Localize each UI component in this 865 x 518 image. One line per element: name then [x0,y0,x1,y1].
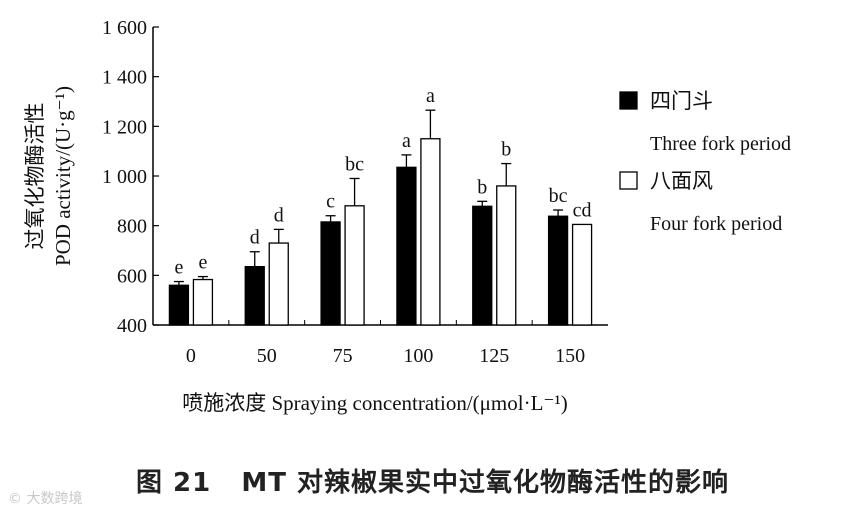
significance-label: bc [345,153,364,175]
significance-label: e [174,257,183,279]
significance-label: a [402,130,411,152]
y-axis-title-cn: 过氧化物酶活性 [23,103,47,250]
x-tick-label: 50 [257,345,277,367]
y-tick-label: 600 [117,265,147,287]
legend-label: Four fork period [650,213,782,235]
watermark: © 大数跨境 [8,491,83,507]
legend-swatch [619,91,638,110]
significance-label: bc [549,185,568,207]
bar [472,205,493,326]
bar [168,284,190,326]
x-tick-label: 150 [555,345,585,367]
significance-label: b [477,176,487,198]
bar [268,242,289,326]
y-tick-label: 400 [117,315,147,337]
bar [571,223,593,326]
significance-label: d [250,227,260,249]
legend-label: Three fork period [650,133,791,155]
bar [496,185,517,326]
significance-label: b [501,139,511,161]
y-tick-label: 800 [117,216,147,238]
significance-label: e [198,252,207,274]
y-tick-label: 1 000 [102,166,147,188]
bar [396,166,417,326]
bar [547,215,569,326]
significance-label: c [326,191,335,213]
y-tick-label: 1 200 [102,116,147,138]
figure-caption: 图 21 MT 对辣椒果实中过氧化物酶活性的影响 [135,468,730,498]
y-axis-title: POD activity/(U·g⁻¹) [51,86,75,266]
bar [420,138,441,326]
x-tick-label: 75 [333,345,353,367]
bar [244,265,265,326]
x-tick-label: 0 [186,345,196,367]
x-axis-title: 喷施浓度 Spraying concentration/(μmol·L⁻¹) [182,391,568,415]
significance-label: a [426,85,435,107]
significance-label: cd [573,199,592,221]
bar [320,221,341,326]
legend-swatch [619,171,638,190]
legend-label-cn: 八面风 [650,169,713,193]
bar [344,205,365,326]
y-tick-label: 1 400 [102,67,147,89]
y-tick-label: 1 600 [102,17,147,39]
x-tick-label: 125 [479,345,509,367]
x-tick-label: 100 [403,345,433,367]
bar [192,278,214,326]
significance-label: d [274,204,284,226]
legend-label-cn: 四门斗 [650,89,713,113]
